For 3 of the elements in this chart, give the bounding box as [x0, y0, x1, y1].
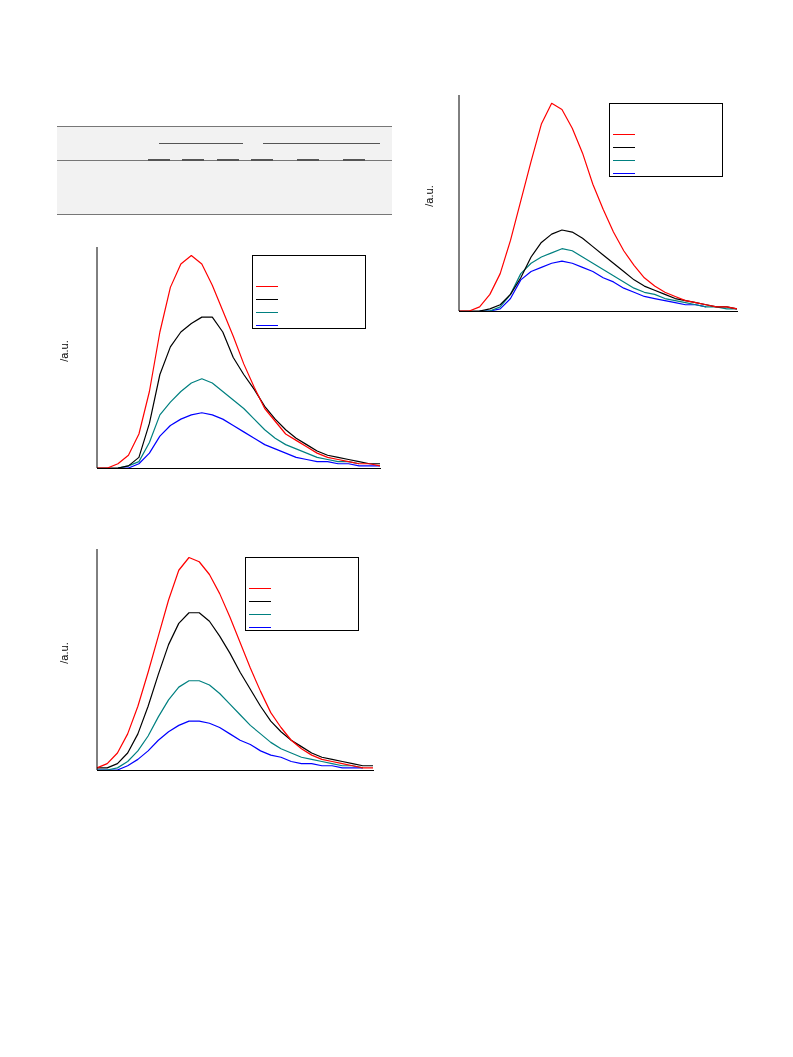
y-axis-title: /a.u. [57, 641, 70, 664]
y-axis-title: /a.u. [422, 185, 435, 207]
y-axis-title: /a.u. [57, 339, 70, 362]
